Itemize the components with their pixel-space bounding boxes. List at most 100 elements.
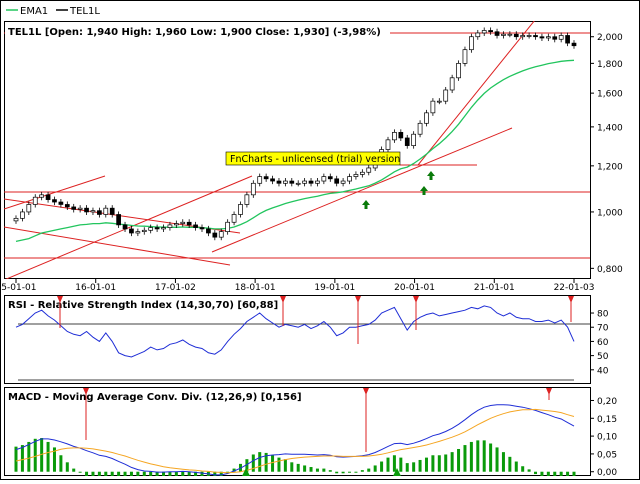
macd-histogram-bar: [200, 471, 204, 476]
price-tick-label: 1,600: [597, 90, 623, 100]
buy-marker-icon: [242, 468, 250, 476]
macd-histogram-bar: [85, 471, 89, 476]
date-x-axis: 15-01-01 16-01-01 17-01-02 18-01-01 19-01-01…: [0, 278, 594, 293]
candle-body: [122, 224, 128, 230]
macd-histogram-bar: [213, 471, 217, 476]
macd-histogram-bar: [129, 471, 133, 476]
candle-body: [167, 224, 173, 228]
candle-body: [513, 33, 519, 38]
candle-body: [45, 194, 51, 200]
rsi-marks: [15, 305, 575, 358]
macd-histogram-bar: [328, 470, 332, 472]
rsi-tick-label: 50: [597, 352, 609, 362]
macd-histogram-bar: [335, 471, 339, 474]
buy-arrow-icon: [420, 186, 428, 195]
macd-histogram-bar: [27, 441, 31, 472]
candle-body: [20, 211, 25, 219]
candle-body: [186, 221, 192, 226]
macd-histogram-bar: [258, 452, 262, 472]
macd-histogram-bar: [514, 461, 518, 472]
legend-ema-label: EMA1: [20, 6, 48, 17]
macd-histogram-bar: [181, 471, 185, 476]
watermark-box: [225, 151, 401, 166]
macd-histogram-bar: [424, 457, 428, 472]
candle-body: [173, 223, 179, 226]
candle-body: [327, 176, 333, 180]
macd-histogram-bar: [78, 471, 82, 473]
trial-watermark: FnCharts - unlicensed (trial) version: [225, 151, 401, 166]
rsi-title: RSI - Relative Strength Index (14,30,70)…: [8, 300, 278, 311]
macd-histogram-bar: [431, 455, 435, 472]
macd-histogram-bar: [495, 447, 499, 472]
macd-tick-label: 0,15: [597, 415, 617, 425]
candle-body: [302, 180, 307, 184]
macd-histogram-bar: [277, 457, 281, 472]
candle-body: [135, 231, 141, 234]
candle-body: [488, 30, 493, 33]
date-tick-label: 21-01-01: [474, 283, 515, 293]
trend-line-long: [5, 175, 253, 279]
macd-y-axis: 0,20 0,15 0,10 0,05 0,00: [590, 397, 617, 478]
candle-body: [244, 194, 250, 205]
macd-panel: [4, 387, 591, 476]
macd-histogram-bar: [508, 456, 512, 472]
macd-histogram-bar: [457, 448, 461, 472]
macd-histogram-bar: [296, 463, 300, 472]
date-tick-label: 16-01-01: [75, 283, 116, 293]
macd-histogram-bar: [187, 471, 191, 476]
rsi-tick-label: 70: [597, 324, 609, 334]
candle-body: [212, 232, 218, 238]
candle-body: [39, 194, 45, 198]
candle-body: [334, 178, 340, 184]
candle-body: [308, 180, 314, 184]
candle-body: [71, 206, 77, 210]
macd-histogram-bar: [450, 452, 454, 472]
candle-body: [180, 221, 186, 224]
candle-body: [295, 182, 301, 185]
candle-body: [250, 182, 256, 196]
candle-body: [218, 231, 224, 238]
candle-body: [494, 31, 500, 36]
macd-title: MACD - Moving Average Conv. Div. (12,26,…: [8, 392, 302, 403]
candle-body: [359, 171, 365, 175]
date-tick-label: 15-01-01: [0, 283, 36, 293]
candle-body: [424, 112, 429, 124]
candle-body: [565, 35, 570, 44]
watermark-text: FnCharts - unlicensed (trial) version: [230, 154, 400, 165]
macd-histogram-bar: [110, 471, 114, 476]
macd-histogram-bar: [566, 471, 570, 476]
candle-body: [283, 180, 288, 184]
macd-histogram-bar: [245, 459, 249, 472]
price-tick-label: 1,000: [597, 208, 623, 218]
sell-marker-icon: [546, 388, 552, 395]
candle-body: [77, 207, 83, 210]
candle-body: [58, 201, 64, 205]
macd-histogram-bar: [354, 471, 358, 473]
candle-body: [526, 35, 532, 37]
candle-body: [520, 35, 526, 38]
macd-histogram-bar: [322, 468, 326, 472]
macd-histogram-bar: [373, 465, 377, 472]
candle-body: [231, 214, 237, 223]
candle-body: [392, 132, 397, 141]
candle-body: [558, 35, 564, 40]
macd-histogram-bar: [65, 462, 69, 472]
macd-histogram-bar: [46, 441, 50, 472]
trend-line-support: [211, 127, 513, 253]
macd-histogram-bar: [72, 468, 76, 472]
macd-histogram-bar: [59, 455, 63, 472]
macd-histogram-bar: [534, 471, 538, 475]
sell-marker-icon: [568, 296, 574, 303]
macd-histogram-bar: [482, 440, 486, 472]
candle-body: [456, 63, 461, 79]
date-tick-label: 19-01-01: [314, 283, 355, 293]
macd-histogram-bar: [117, 471, 121, 476]
candle-body: [64, 204, 70, 208]
macd-tick-label: 0,05: [597, 450, 617, 460]
macd-histogram-bar: [469, 441, 473, 472]
macd-histogram-bar: [360, 470, 364, 472]
macd-histogram-bar: [104, 471, 108, 476]
candle-body: [398, 132, 404, 139]
candle-body: [141, 229, 147, 232]
candle-body: [462, 49, 468, 64]
